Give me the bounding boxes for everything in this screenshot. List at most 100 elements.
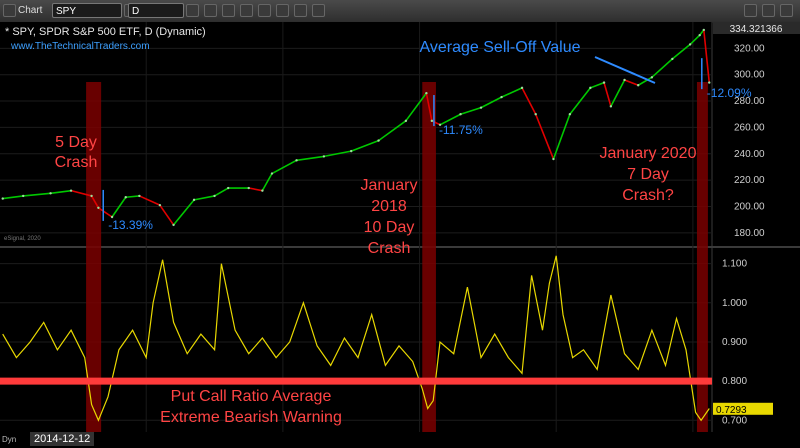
close-icon[interactable]: [780, 4, 793, 17]
jan-2018-line3: 10 Day: [364, 219, 415, 236]
interval-select[interactable]: D: [128, 3, 184, 18]
pcr-warning-line2: Extreme Bearish Warning: [160, 409, 342, 426]
draw-icon[interactable]: [276, 4, 289, 17]
price-point: [671, 57, 674, 61]
price-segment: [439, 113, 461, 126]
price-point: [322, 155, 326, 158]
price-point: [261, 189, 264, 192]
website-label: www.TheTechnicalTraders.com: [10, 41, 150, 52]
highlight-band-1: [422, 82, 436, 432]
price-point: [192, 198, 196, 202]
price-point: [589, 86, 592, 90]
price-point: [377, 139, 380, 142]
price-segment: [193, 195, 215, 201]
price-segment: [651, 58, 673, 78]
price-point: [609, 105, 613, 108]
price-segment: [703, 29, 711, 83]
price-segment: [610, 79, 626, 107]
price-point: [702, 28, 706, 32]
price-segment: [689, 34, 701, 45]
price-segment: [139, 195, 161, 206]
minimize-icon[interactable]: [744, 4, 757, 17]
price-point: [637, 84, 640, 87]
avg-selloff-label: Average Sell-Off Value: [420, 39, 581, 56]
pcr-value-box: [713, 402, 773, 415]
price-segment: [50, 189, 72, 195]
price-segment: [603, 82, 612, 107]
price-segment: [405, 92, 428, 122]
price-point: [158, 203, 162, 207]
price-point: [438, 123, 442, 126]
price-point: [49, 192, 52, 195]
price-point: [430, 119, 434, 123]
chart-annotations: -13.39% -11.75% -12.09%: [102, 58, 752, 232]
price-point: [623, 78, 626, 82]
price-segment: [480, 96, 502, 109]
price-point: [124, 196, 127, 199]
text-tool-icon[interactable]: [294, 4, 307, 17]
zoom-icon[interactable]: [204, 4, 217, 17]
jan-2020-line1: January 2020: [600, 145, 697, 162]
price-segment: [70, 189, 92, 197]
jan-2020-line3: Crash?: [622, 187, 674, 204]
price-segment: [23, 192, 51, 197]
pcr-line: [2, 255, 710, 422]
price-point: [459, 113, 462, 116]
price-segment: [2, 195, 24, 200]
settings-icon[interactable]: [222, 4, 235, 17]
price-point: [247, 186, 250, 190]
dyn-label: Dyn: [2, 435, 17, 444]
price-point: [172, 223, 175, 227]
price-tick-260: 260.00: [734, 122, 765, 133]
price-segment: [671, 43, 691, 60]
price-segment: [296, 155, 324, 162]
start-date-label: 2014-12-12: [30, 432, 95, 446]
price-tick-280: 280.00: [734, 96, 765, 107]
price-point: [350, 149, 353, 153]
price-segment: [378, 120, 407, 142]
oscillator-series: [2, 255, 710, 422]
link-icon[interactable]: [312, 4, 325, 17]
price-point: [688, 43, 692, 46]
price-point: [552, 157, 555, 161]
price-point: [404, 119, 408, 123]
symbol-input[interactable]: SPY: [52, 3, 122, 18]
price-readout-box: [713, 22, 800, 34]
chart-title: * SPY, SPDR S&P 500 ETF, D (Dynamic): [5, 26, 206, 38]
price-point: [500, 95, 503, 99]
price-point: [270, 172, 274, 175]
price-tick-200: 200.00: [734, 201, 765, 212]
price-segment: [552, 113, 571, 160]
price-point: [534, 113, 537, 116]
price-point: [110, 215, 114, 219]
price-point: [138, 194, 141, 198]
price-series: [1, 28, 711, 227]
price-axis: 180.00 200.00 220.00 240.00 260.00 280.00 300.…: [734, 43, 765, 238]
jan-2018-line4: Crash: [368, 240, 411, 257]
price-segment: [111, 196, 127, 218]
interval-dropdown-icon[interactable]: [186, 4, 199, 17]
maximize-icon[interactable]: [762, 4, 775, 17]
five-day-crash-line2: Crash: [55, 154, 98, 171]
price-segment: [172, 199, 195, 226]
price-segment: [248, 187, 263, 192]
price-segment: [214, 187, 229, 197]
crosshair-icon[interactable]: [240, 4, 253, 17]
chart-canvas: 180.00 200.00 220.00 240.00 260.00 280.00 300.…: [0, 22, 800, 432]
price-readout: 334.321366: [730, 24, 783, 35]
price-segment: [624, 79, 639, 86]
price-point: [90, 194, 93, 198]
price-point: [425, 91, 428, 95]
price-point: [22, 194, 25, 198]
price-segment: [590, 81, 605, 89]
chart-toolbar: Chart SPY D: [0, 0, 800, 23]
price-pane: [0, 22, 712, 246]
drop-label-2: -12.09%: [707, 86, 752, 100]
price-point: [227, 186, 230, 190]
cursor-icon[interactable]: [258, 4, 271, 17]
price-segment: [90, 195, 100, 209]
highlight-bands: [86, 82, 708, 432]
chart-window-icon[interactable]: [3, 4, 16, 17]
osc-tick-0.7: 0.700: [722, 415, 747, 426]
price-point: [69, 189, 73, 192]
